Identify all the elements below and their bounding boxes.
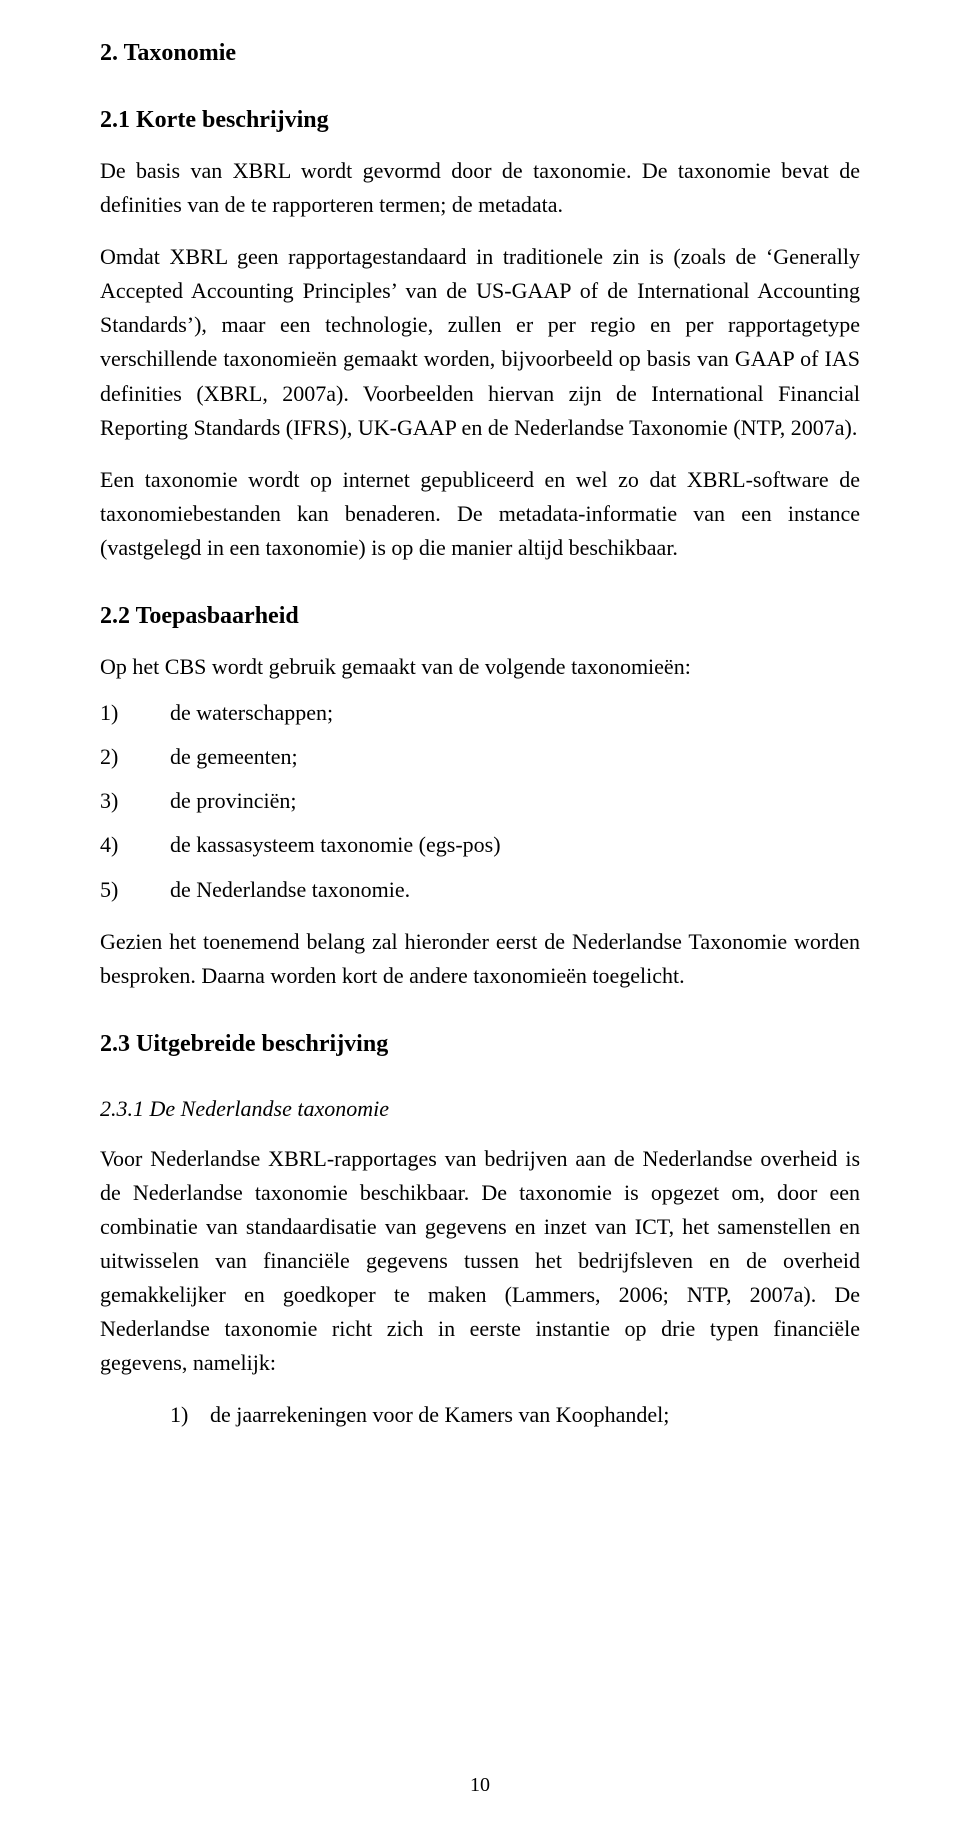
list-text: de gemeenten; bbox=[170, 740, 298, 774]
heading-2-3: 2.3 Uitgebreide beschrijving bbox=[100, 1031, 860, 1058]
list-number: 5) bbox=[100, 873, 170, 907]
numbered-list: 1) de jaarrekeningen voor de Kamers van … bbox=[100, 1398, 860, 1432]
list-number: 1) bbox=[170, 1398, 210, 1432]
paragraph: Op het CBS wordt gebruik gemaakt van de … bbox=[100, 650, 860, 684]
list-text: de jaarrekeningen voor de Kamers van Koo… bbox=[210, 1398, 669, 1432]
paragraph: Een taxonomie wordt op internet gepublic… bbox=[100, 463, 860, 565]
heading-1: 2. Taxonomie bbox=[100, 40, 860, 67]
list-item: 2) de gemeenten; bbox=[100, 740, 860, 774]
list-number: 1) bbox=[100, 696, 170, 730]
heading-2-3-1: 2.3.1 De Nederlandse taxonomie bbox=[100, 1096, 860, 1122]
document-page: 2. Taxonomie 2.1 Korte beschrijving De b… bbox=[0, 0, 960, 1827]
paragraph: Voor Nederlandse XBRL-rapportages van be… bbox=[100, 1142, 860, 1381]
list-text: de kassasysteem taxonomie (egs-pos) bbox=[170, 828, 501, 862]
paragraph: Omdat XBRL geen rapportagestandaard in t… bbox=[100, 240, 860, 445]
list-text: de Nederlandse taxonomie. bbox=[170, 873, 410, 907]
list-text: de waterschappen; bbox=[170, 696, 333, 730]
list-number: 4) bbox=[100, 828, 170, 862]
heading-2-1: 2.1 Korte beschrijving bbox=[100, 107, 860, 134]
list-number: 3) bbox=[100, 784, 170, 818]
heading-2-2: 2.2 Toepasbaarheid bbox=[100, 603, 860, 630]
list-text: de provinciën; bbox=[170, 784, 296, 818]
list-item: 4) de kassasysteem taxonomie (egs-pos) bbox=[100, 828, 860, 862]
list-item: 3) de provinciën; bbox=[100, 784, 860, 818]
list-item: 1) de jaarrekeningen voor de Kamers van … bbox=[170, 1398, 860, 1432]
list-item: 5) de Nederlandse taxonomie. bbox=[100, 873, 860, 907]
numbered-list: 1) de waterschappen; 2) de gemeenten; 3)… bbox=[100, 696, 860, 906]
list-item: 1) de waterschappen; bbox=[100, 696, 860, 730]
paragraph: De basis van XBRL wordt gevormd door de … bbox=[100, 154, 860, 222]
paragraph: Gezien het toenemend belang zal hieronde… bbox=[100, 925, 860, 993]
page-number: 10 bbox=[0, 1774, 960, 1797]
list-number: 2) bbox=[100, 740, 170, 774]
